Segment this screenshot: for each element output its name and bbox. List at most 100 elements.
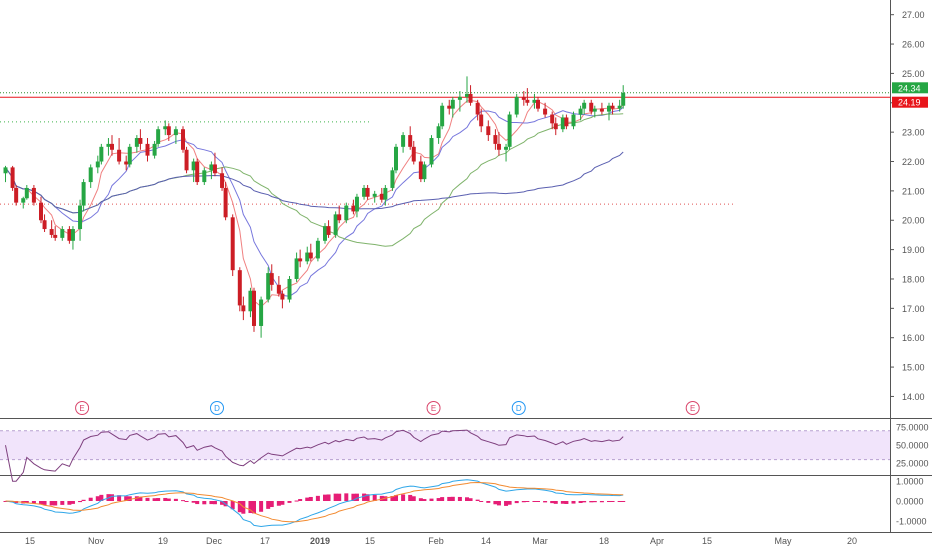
candle-body (117, 149, 122, 162)
candle-body (365, 187, 370, 197)
price-tick-label: 20.00 (902, 216, 925, 226)
candle-body (209, 164, 214, 171)
candle-body (259, 299, 264, 326)
candle-body (493, 135, 498, 144)
candle-body (550, 114, 555, 124)
macd-tick-label: -1.0000 (896, 517, 927, 527)
macd-histogram-bar (543, 501, 548, 503)
candle-body (553, 123, 558, 130)
candle-body (181, 129, 185, 150)
macd-histogram-bar (152, 498, 157, 501)
price-tick-label: 19.00 (902, 245, 925, 255)
price-label-tag: 24.19 (892, 96, 928, 108)
candle-body (60, 229, 65, 238)
candle-body (252, 290, 256, 326)
macd-histogram-bar (589, 501, 594, 503)
macd-histogram-bar (70, 501, 75, 504)
candle-body (134, 138, 139, 147)
event-marker-circle (210, 401, 224, 415)
macd-histogram-bar (486, 501, 491, 503)
macd-histogram-bar (287, 501, 292, 503)
candle-body (589, 102, 594, 112)
macd-histogram-bar (237, 501, 242, 513)
price-tick-label: 18.00 (902, 274, 925, 284)
macd-histogram-bar (31, 501, 36, 504)
time-tick-label: 15 (365, 536, 375, 546)
macd-histogram-bar (323, 494, 327, 501)
macd-histogram-bar (24, 501, 29, 504)
macd-histogram-bar (621, 501, 626, 502)
price-tick-label: 26.00 (902, 40, 925, 50)
macd-histogram-bar (173, 498, 178, 501)
candle-body (220, 173, 225, 188)
candle-body (269, 273, 274, 285)
macd-histogram-bar (81, 499, 86, 501)
ma-mid-line (5, 106, 624, 297)
macd-histogram-bar (436, 498, 441, 501)
macd-histogram-bar (195, 501, 200, 505)
macd-histogram-bar (308, 496, 313, 501)
time-axis: 15 Nov 19 Dec 17 2019 15 Feb 14 Mar 18 Apr 15 May 20 (25, 536, 857, 546)
macd-histogram-bar (39, 501, 43, 505)
candle-body (479, 114, 484, 127)
candle-body (31, 187, 36, 203)
macd-histogram-bar (401, 494, 406, 501)
macd-histogram-bar (333, 493, 338, 501)
candle-body (486, 126, 491, 136)
candle-body (202, 170, 207, 183)
candle-body (344, 205, 349, 221)
candle-body (496, 143, 501, 150)
candle-body (475, 102, 480, 115)
event-marker-letter: D (214, 404, 220, 413)
price-tick-label: 23.00 (902, 128, 925, 138)
macd-histogram-bar (42, 501, 47, 505)
candle-body (326, 226, 331, 235)
macd-histogram-bar (280, 501, 285, 505)
candle-body (504, 146, 509, 150)
macd-histogram-bar (276, 501, 281, 506)
macd-histogram-bar (465, 497, 469, 501)
event-marker-letter: E (79, 404, 84, 413)
macd-histogram-bar (457, 496, 462, 501)
candle-body (578, 108, 583, 115)
macd-histogram-bar (496, 501, 501, 506)
candle-body (106, 143, 111, 147)
candle-body (560, 117, 565, 130)
macd-histogram-bar (550, 501, 555, 504)
macd-histogram-bar (599, 501, 604, 503)
candle-body (617, 105, 622, 109)
candle-body (440, 105, 445, 127)
macd-histogram-bar (99, 494, 104, 501)
macd-histogram-bar (156, 498, 161, 501)
candle-body (571, 114, 576, 127)
macd-tick-label: 1.0000 (896, 477, 924, 487)
macd-histogram-bar (582, 501, 587, 503)
event-marker-letter: E (690, 404, 695, 413)
event-marker-circle (426, 401, 441, 415)
macd-histogram-bar (220, 501, 225, 505)
candle-body (465, 93, 469, 97)
candle-body (408, 135, 413, 147)
macd-histogram-bar (447, 496, 452, 501)
time-tick-label: 2019 (310, 536, 330, 546)
macd-histogram-bar (230, 501, 235, 510)
macd-histogram-bar (507, 501, 512, 505)
macd-histogram-bar (117, 495, 122, 501)
candle-body (21, 198, 26, 203)
candle-body (607, 105, 611, 112)
candle-body (536, 99, 540, 109)
macd-histogram-bar (269, 501, 274, 508)
macd-histogram-bar (553, 501, 558, 504)
candle-body (241, 305, 246, 312)
candle-body (124, 161, 129, 165)
candle-body (49, 229, 54, 235)
macd-histogram-bar (266, 501, 271, 509)
price-tick-label: 16.00 (902, 333, 925, 343)
candle-body (447, 105, 452, 109)
price-tick-label: 25.00 (902, 69, 925, 79)
candle-body (266, 273, 271, 300)
price-label-box (892, 82, 928, 94)
event-marker-circle (685, 401, 700, 415)
event-marker-letter: D (516, 404, 522, 413)
